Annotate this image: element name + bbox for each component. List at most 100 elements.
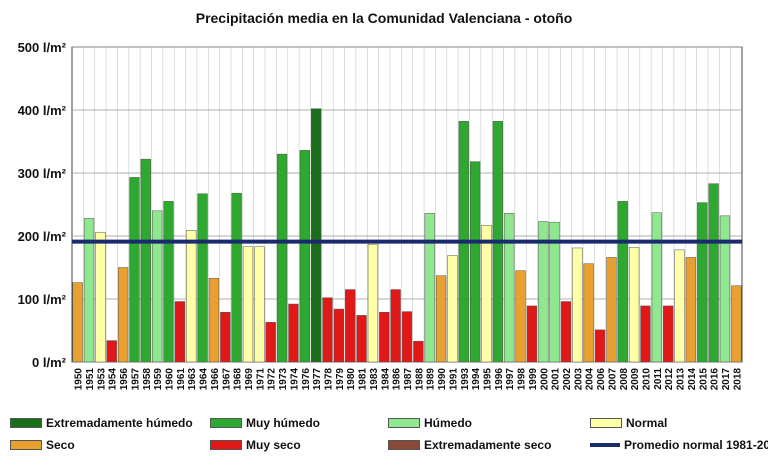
x-tick-label: 2001 — [551, 368, 562, 391]
bar — [186, 230, 197, 363]
x-tick-label: 1961 — [176, 368, 187, 391]
x-tick-label: 1996 — [494, 368, 505, 391]
x-tick-label: 1954 — [108, 368, 119, 391]
x-tick-label: 2017 — [721, 368, 732, 391]
bar — [435, 275, 447, 363]
y-tick-label: 300 l/m² — [18, 166, 67, 181]
legend: Extremadamente húmedo Muy húmedo Húmedo Nor… — [10, 415, 768, 463]
x-tick-label: 1974 — [289, 368, 300, 391]
x-tick-label: 2018 — [732, 368, 743, 391]
y-tick-label: 200 l/m² — [18, 229, 67, 244]
bar — [117, 267, 129, 363]
bar — [174, 301, 186, 363]
legend-item: Húmedo — [388, 415, 472, 431]
x-tick-label: 1994 — [471, 368, 482, 391]
x-tick-label: 1999 — [528, 368, 539, 391]
x-tick-label: 1969 — [244, 368, 255, 391]
x-tick-label: 1986 — [392, 368, 403, 391]
bar — [311, 108, 322, 363]
bar — [731, 285, 742, 363]
bar — [470, 161, 481, 363]
bar — [504, 213, 515, 363]
x-tick-label: 2007 — [607, 368, 618, 391]
x-tick-label: 1984 — [380, 368, 391, 391]
x-tick-label: 1998 — [517, 368, 528, 391]
x-tick-label: 1960 — [165, 368, 176, 391]
x-tick-label: 2008 — [619, 368, 630, 391]
bar — [572, 247, 583, 363]
legend-swatch — [210, 440, 242, 450]
bar — [299, 150, 310, 363]
bar — [345, 289, 356, 363]
legend-swatch — [590, 418, 622, 428]
bar — [129, 177, 140, 363]
legend-item: Normal — [590, 415, 667, 431]
x-tick-label: 1987 — [403, 368, 414, 391]
bar — [515, 270, 526, 363]
x-tick-label: 1981 — [358, 368, 369, 391]
x-tick-label: 2012 — [664, 368, 675, 391]
x-tick-label: 2006 — [596, 368, 607, 391]
bar — [208, 277, 220, 363]
x-tick-label: 1989 — [426, 368, 437, 391]
bar — [628, 247, 640, 363]
legend-swatch — [388, 418, 420, 428]
x-tick-label: 1971 — [255, 368, 266, 391]
bar — [697, 202, 708, 363]
legend-item: Seco — [10, 437, 75, 453]
bar — [220, 311, 231, 363]
x-tick-label: 1972 — [267, 368, 278, 391]
x-tick-label: 1968 — [233, 368, 244, 391]
x-tick-label: 1953 — [96, 368, 107, 391]
x-tick-label: 1988 — [414, 368, 425, 391]
bar — [424, 213, 435, 363]
y-tick-label: 400 l/m² — [18, 103, 67, 118]
x-tick-label: 1951 — [85, 368, 96, 391]
x-tick-label: 1963 — [187, 368, 198, 391]
x-tick-label: 2014 — [687, 368, 698, 391]
x-tick-label: 1959 — [153, 368, 164, 391]
bar — [72, 282, 83, 363]
bar — [606, 257, 617, 363]
bar — [83, 218, 95, 363]
legend-swatch — [388, 440, 420, 450]
y-tick-label: 0 l/m² — [32, 355, 67, 370]
x-tick-label: 1979 — [335, 368, 346, 391]
x-tick-label: 1995 — [482, 368, 493, 391]
bar — [663, 305, 674, 363]
bar — [708, 183, 719, 363]
bar — [254, 246, 265, 363]
bar — [481, 225, 492, 363]
legend-item: Promedio normal 1981-2010 — [590, 437, 768, 453]
bar — [674, 249, 685, 363]
x-tick-label: 1967 — [221, 368, 232, 391]
x-tick-label: 2003 — [573, 368, 584, 391]
legend-swatch — [590, 443, 620, 447]
legend-swatch — [10, 440, 42, 450]
y-tick-label: 500 l/m² — [18, 40, 67, 55]
legend-swatch — [210, 418, 242, 428]
bar — [560, 301, 572, 363]
bar — [583, 263, 594, 363]
bar — [390, 289, 401, 363]
bar — [640, 305, 651, 363]
y-tick-label: 100 l/m² — [18, 292, 67, 307]
x-tick-label: 1964 — [199, 368, 210, 391]
x-tick-label: 1990 — [437, 368, 448, 391]
bar — [685, 257, 697, 363]
legend-label: Extremadamente seco — [424, 438, 552, 452]
bar — [242, 246, 254, 363]
bar — [231, 192, 242, 363]
x-tick-label: 2015 — [698, 368, 709, 391]
x-tick-label: 1958 — [142, 368, 153, 391]
bar — [719, 215, 731, 363]
legend-label: Seco — [46, 438, 75, 452]
x-tick-label: 2004 — [585, 368, 596, 391]
bar — [95, 231, 106, 363]
bar — [594, 329, 606, 363]
legend-label: Extremadamente húmedo — [46, 416, 193, 430]
x-tick-label: 1991 — [448, 368, 459, 391]
chart-title: Precipitación media en la Comunidad Vale… — [195, 10, 573, 26]
bar — [379, 311, 390, 363]
x-tick-label: 1957 — [130, 368, 141, 391]
